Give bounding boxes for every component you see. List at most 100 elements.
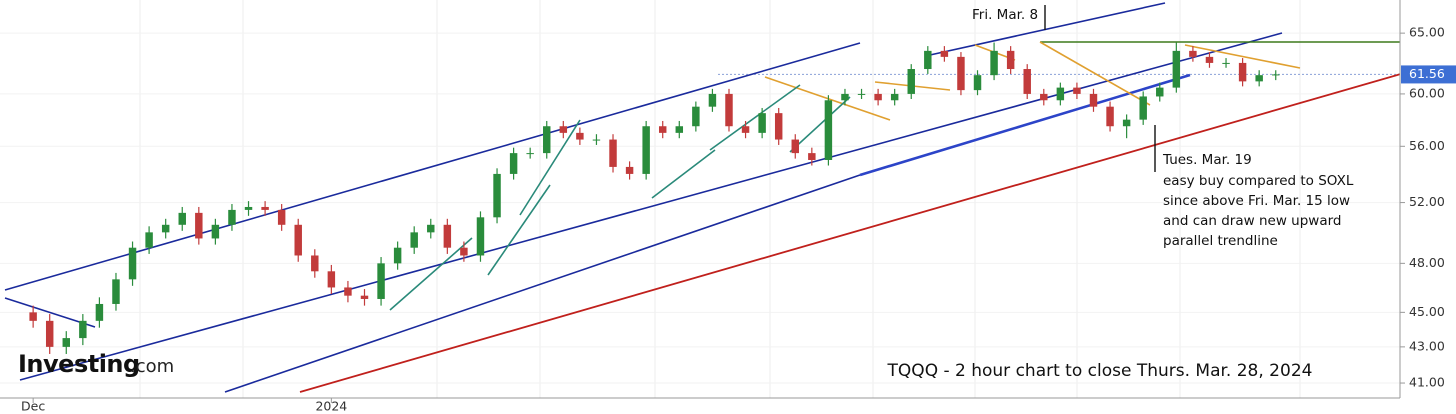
vertical-grid xyxy=(139,0,1301,398)
candle-body xyxy=(576,132,584,140)
y-tick-label: 45.00 xyxy=(1409,304,1445,319)
annotation: easy buy compared to SOXL xyxy=(1163,173,1354,189)
candle-body xyxy=(1073,87,1081,94)
candle-body xyxy=(311,255,319,272)
candle-body xyxy=(1205,56,1214,63)
chart-title: TQQQ - 2 hour chart to close Thurs. Mar.… xyxy=(887,361,1313,381)
candle-body xyxy=(294,224,302,256)
candle-body xyxy=(45,320,54,347)
candle-body xyxy=(1122,119,1131,127)
watermark-brand: Investing xyxy=(18,350,140,378)
candle-body xyxy=(625,166,634,174)
candle-body xyxy=(857,93,866,95)
candle-body xyxy=(675,126,684,133)
candle-body xyxy=(1272,74,1280,76)
candle-body xyxy=(957,56,965,91)
candle-body xyxy=(1139,96,1147,120)
y-tick-label: 41.00 xyxy=(1409,375,1445,390)
annotation: since above Fri. Mar. 15 low xyxy=(1163,193,1350,209)
y-tick-label: 52.00 xyxy=(1409,194,1445,209)
candle-body xyxy=(493,173,501,218)
candle-body xyxy=(393,247,402,264)
candle-body xyxy=(642,126,650,174)
candle-body xyxy=(609,139,617,167)
candle-body xyxy=(791,139,799,154)
candle-body xyxy=(1238,62,1247,82)
candle-body xyxy=(112,279,120,304)
candle-body xyxy=(1106,106,1114,127)
candle-body xyxy=(443,224,452,248)
candle-body xyxy=(1023,69,1031,94)
last-price-label: 61.56 xyxy=(1409,66,1445,81)
candle-body xyxy=(410,232,418,248)
trendlines xyxy=(4,2,1456,393)
candle-body xyxy=(990,50,998,76)
candle-body xyxy=(476,217,485,256)
candle-body xyxy=(178,212,186,225)
candle-body xyxy=(261,206,269,210)
candle-body xyxy=(145,232,153,248)
candle-body xyxy=(1189,50,1197,57)
candle-body xyxy=(907,69,915,94)
candle-body xyxy=(1056,87,1065,101)
candle-body xyxy=(1222,62,1230,64)
candle-body xyxy=(244,206,253,210)
candle-body xyxy=(1172,50,1181,88)
candle-body xyxy=(1006,50,1015,70)
candle-body xyxy=(924,50,932,70)
candle-body xyxy=(79,320,87,339)
candle-body xyxy=(841,93,849,101)
candle-body xyxy=(708,93,717,107)
candle-body xyxy=(277,209,286,225)
watermark-suffix: .com xyxy=(130,356,174,377)
candle-body xyxy=(29,312,37,321)
candle-body xyxy=(344,287,352,296)
candle-body xyxy=(592,139,601,141)
candle-body xyxy=(195,212,203,239)
candle-body xyxy=(758,113,766,133)
candle-body xyxy=(377,263,385,299)
candle-body xyxy=(62,338,70,347)
candle-body xyxy=(460,247,468,256)
y-tick-label: 60.00 xyxy=(1409,85,1445,100)
x-tick-label: 2024 xyxy=(315,399,347,414)
y-tick-label: 56.00 xyxy=(1409,138,1445,153)
grid xyxy=(0,32,1400,384)
annotation: parallel trendline xyxy=(1163,233,1278,249)
candle-body xyxy=(658,126,667,133)
candle-body xyxy=(1156,87,1164,97)
candle-body xyxy=(559,126,568,133)
candle-body xyxy=(228,209,236,225)
candle-body xyxy=(824,100,833,160)
candle-body xyxy=(161,224,170,233)
candle-body xyxy=(1255,75,1263,82)
candle-body xyxy=(890,93,899,101)
candle-body xyxy=(543,126,551,154)
candle-body xyxy=(360,295,369,299)
candle-body xyxy=(211,224,220,239)
candle-body xyxy=(427,224,435,233)
candle-body xyxy=(1089,93,1098,107)
candle-body xyxy=(774,113,783,140)
candle-body xyxy=(874,93,882,101)
annotation: and can draw new upward xyxy=(1163,213,1341,229)
last-price-box xyxy=(1401,65,1456,84)
candle-body xyxy=(1040,93,1048,101)
candle-body xyxy=(808,153,816,160)
candle-body xyxy=(940,50,949,57)
candle-body xyxy=(327,271,336,288)
candle-body xyxy=(692,106,700,127)
candle-body xyxy=(526,153,534,155)
annotation: Tues. Mar. 19 xyxy=(1162,152,1252,168)
y-tick-label: 65.00 xyxy=(1409,25,1445,40)
candle-body xyxy=(509,153,518,174)
candles xyxy=(29,42,1280,354)
candle-body xyxy=(128,247,137,280)
x-tick-label: Dec xyxy=(21,399,45,414)
candle-body xyxy=(973,75,982,91)
y-tick-label: 43.00 xyxy=(1409,338,1445,353)
candle-body xyxy=(741,126,750,133)
candle-body xyxy=(95,303,104,321)
candle-body xyxy=(725,93,733,127)
